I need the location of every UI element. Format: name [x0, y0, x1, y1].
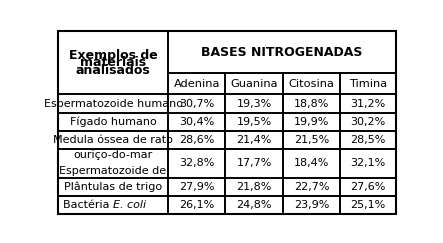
Text: 17,7%: 17,7% [237, 158, 272, 168]
Bar [283, 131, 340, 149]
Bar [58, 95, 168, 113]
Text: 27,9%: 27,9% [179, 182, 214, 192]
Text: 18,8%: 18,8% [294, 99, 329, 109]
Bar [225, 113, 283, 131]
Text: 24,8%: 24,8% [236, 200, 272, 210]
Bar [225, 131, 283, 149]
Text: Guanina: Guanina [230, 79, 278, 89]
Bar [340, 113, 396, 131]
Bar [340, 73, 396, 95]
Text: 23,9%: 23,9% [294, 200, 329, 210]
Bar [58, 113, 168, 131]
Bar [340, 149, 396, 177]
Bar [225, 73, 283, 95]
Text: 27,6%: 27,6% [350, 182, 386, 192]
Text: Bactéria: Bactéria [63, 200, 113, 210]
Text: Adenina: Adenina [174, 79, 220, 89]
Text: Timina: Timina [349, 79, 387, 89]
Text: 32,8%: 32,8% [179, 158, 214, 168]
Text: 30,7%: 30,7% [179, 99, 214, 109]
Bar [168, 131, 225, 149]
Text: materiais: materiais [80, 56, 146, 69]
Text: Fígado humano: Fígado humano [70, 117, 156, 127]
Bar [283, 95, 340, 113]
Bar [168, 113, 225, 131]
Bar [168, 31, 396, 73]
Bar [340, 131, 396, 149]
Bar [58, 131, 168, 149]
Bar [340, 177, 396, 196]
Text: 32,1%: 32,1% [350, 158, 386, 168]
Text: 21,8%: 21,8% [237, 182, 272, 192]
Bar [283, 177, 340, 196]
Bar [168, 196, 225, 214]
Bar [225, 149, 283, 177]
Bar [58, 177, 168, 196]
Bar [168, 177, 225, 196]
Text: Exemplos de: Exemplos de [69, 49, 157, 62]
Text: 31,2%: 31,2% [350, 99, 386, 109]
Text: Medula óssea de rato: Medula óssea de rato [53, 135, 173, 145]
Bar [283, 113, 340, 131]
Text: Espermatozoide humano: Espermatozoide humano [43, 99, 183, 109]
Text: 28,5%: 28,5% [350, 135, 386, 145]
Text: 19,3%: 19,3% [237, 99, 272, 109]
Bar [58, 31, 168, 95]
Bar [225, 177, 283, 196]
Text: BASES NITROGENADAS: BASES NITROGENADAS [201, 46, 363, 59]
Bar [168, 95, 225, 113]
Bar [283, 73, 340, 95]
Text: 30,4%: 30,4% [179, 117, 214, 127]
Text: ouriço-do-mar: ouriço-do-mar [74, 150, 153, 160]
Text: Espermatozoide de: Espermatozoide de [59, 166, 167, 176]
Text: 19,5%: 19,5% [237, 117, 272, 127]
Text: 25,1%: 25,1% [350, 200, 386, 210]
Text: 30,2%: 30,2% [350, 117, 386, 127]
Text: Plântulas de trigo: Plântulas de trigo [64, 181, 162, 192]
Text: 18,4%: 18,4% [294, 158, 329, 168]
Text: 21,5%: 21,5% [294, 135, 329, 145]
Text: E. coli: E. coli [113, 200, 146, 210]
Bar [58, 149, 168, 177]
Bar [340, 196, 396, 214]
Text: 22,7%: 22,7% [294, 182, 329, 192]
Bar [340, 95, 396, 113]
Bar [58, 196, 168, 214]
Bar [283, 196, 340, 214]
Text: 28,6%: 28,6% [179, 135, 214, 145]
Bar [168, 149, 225, 177]
Text: analisados: analisados [76, 63, 150, 77]
Bar [168, 73, 225, 95]
Bar [225, 95, 283, 113]
Bar [283, 149, 340, 177]
Text: 21,4%: 21,4% [237, 135, 272, 145]
Text: 19,9%: 19,9% [294, 117, 329, 127]
Text: Citosina: Citosina [288, 79, 334, 89]
Text: 26,1%: 26,1% [179, 200, 214, 210]
Bar [225, 196, 283, 214]
